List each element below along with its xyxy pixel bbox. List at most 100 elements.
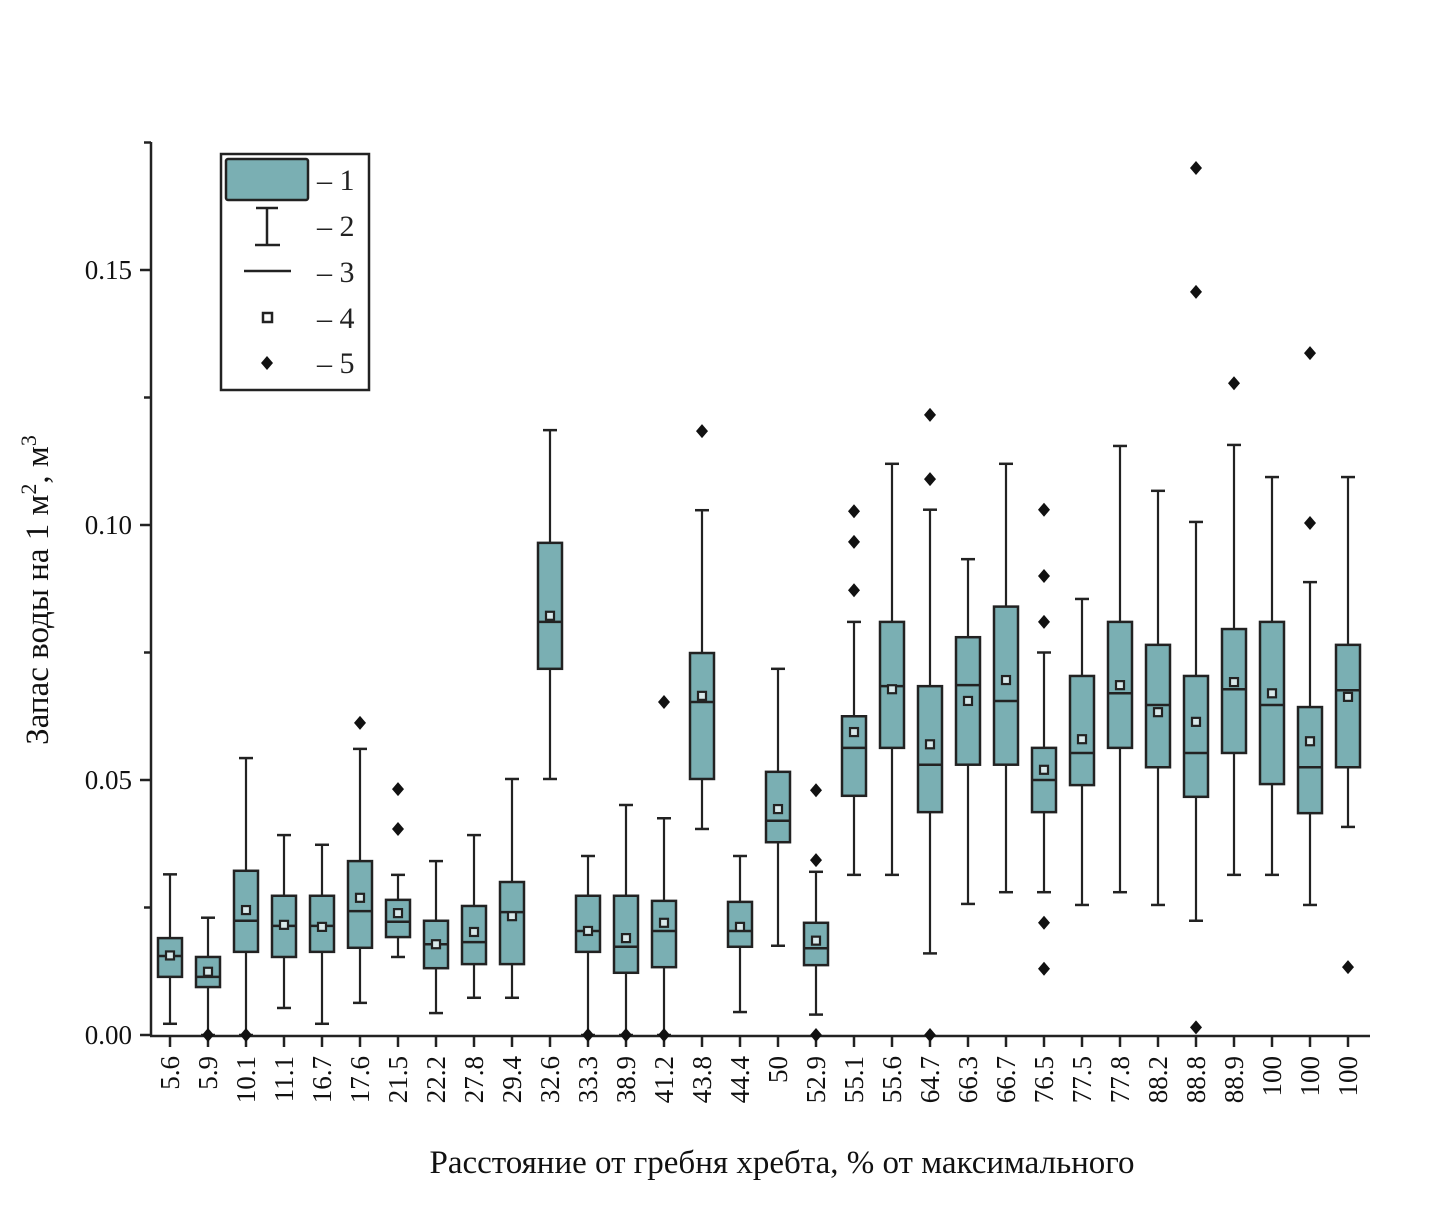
box-group [726,854,754,1014]
mean-marker [316,921,328,932]
box-group [688,424,716,831]
box-group [1258,475,1286,877]
y-axis-title-text: Запас воды на 1 м [20,494,56,744]
outlier-marker [392,821,404,836]
box-group [1334,475,1362,975]
mean-marker [886,684,898,695]
box-iqr [1182,674,1210,799]
x-tick-label: 66.7 [991,1056,1021,1103]
box-iqr [498,880,526,966]
box-iqr [878,620,906,750]
mean-marker [468,926,480,938]
box-group [574,854,602,1042]
box-group [1106,444,1134,894]
box-group [1030,502,1058,976]
x-tick-label: 100 [1257,1056,1287,1097]
mean-marker [1190,716,1202,727]
x-axis-title: Расстояние от гребня хребта, % от максим… [429,1145,1134,1181]
x-tick-label: 77.8 [1105,1056,1135,1103]
outlier-marker [658,1028,670,1042]
box-group [308,843,336,1026]
box-iqr [802,921,830,967]
x-tick-label: 76.5 [1029,1056,1059,1103]
legend-whisker-symbol [255,206,280,247]
box-group [422,859,450,1015]
mean-marker [924,739,936,750]
box-group [498,777,526,1000]
outlier-marker [658,694,670,709]
box-group [156,873,184,1026]
mean-marker [734,921,746,932]
box-group [1068,597,1096,907]
x-tick-label: 66.3 [953,1056,983,1103]
outlier-marker [354,715,366,730]
outlier-marker [696,424,708,439]
box-iqr [688,651,716,781]
outlier-marker [202,1028,214,1042]
mean-marker [392,908,404,919]
outlier-marker [1342,960,1354,975]
outlier-marker [1228,376,1240,391]
mean-marker [1152,707,1164,718]
x-ticks: 5.6 5.9 10.1 11.1 16.7 17.6 21.5 22.2 27.8 29.4 32… [155,1036,1363,1103]
box-group [1220,376,1248,877]
outlier-marker [924,472,936,487]
mean-marker [772,803,784,815]
mean-marker [164,950,176,961]
x-tick-label: 17.6 [345,1056,375,1103]
outlier-marker [924,407,936,422]
axes [149,142,1370,1038]
box-group [802,783,830,1042]
x-tick-label: 10.1 [231,1056,261,1103]
outlier-marker [1190,284,1202,299]
mean-marker [278,919,290,930]
outlier-marker [810,783,822,798]
y-tick-label: 0.10 [85,510,132,540]
outlier-marker [1038,915,1050,930]
mean-marker [962,695,974,707]
mean-marker [810,935,822,946]
mean-marker [240,904,252,916]
outlier-marker [392,782,404,797]
box-iqr [1068,674,1096,787]
outlier-marker [582,1028,594,1042]
box-iqr [1334,643,1362,769]
y-tick-label: 0.00 [85,1020,132,1050]
box-iqr [1296,705,1324,815]
y-ticks: 0.00 0.05 0.10 0.15 [85,141,151,1050]
x-tick-label: 38.9 [611,1056,641,1103]
box-group [1144,489,1172,907]
x-tick-label: 88.2 [1143,1056,1173,1103]
mean-marker [1342,691,1354,702]
x-tick-label: 77.5 [1067,1056,1097,1103]
box-group [992,462,1020,894]
box-iqr [346,859,374,950]
outlier-marker [1038,961,1050,976]
box-group [650,694,678,1042]
x-tick-label: 29.4 [497,1056,527,1104]
x-tick-label: 41.2 [649,1056,679,1103]
mean-marker [848,726,860,738]
legend-label-4: – 4 [316,302,355,335]
outlier-marker [240,1028,252,1042]
x-tick-label: 55.1 [839,1056,869,1103]
mean-marker [506,911,518,922]
x-tick-label: 44.4 [725,1056,755,1104]
box-group [840,504,868,877]
box-iqr [954,635,982,766]
mean-marker [544,610,556,621]
y-axis-title-mid: , м [20,446,56,484]
mean-marker [1038,764,1050,775]
x-tick-label: 27.8 [459,1056,489,1103]
mean-marker [620,932,632,944]
mean-marker [1228,676,1240,688]
box-iqr [650,899,678,969]
box-group [954,557,982,906]
outlier-marker [1038,502,1050,517]
mean-marker [658,917,670,928]
mean-marker [582,925,594,937]
outlier-marker [848,504,860,519]
outlier-marker [1038,569,1050,583]
mean-marker [1076,734,1088,745]
box-group [460,833,488,1000]
